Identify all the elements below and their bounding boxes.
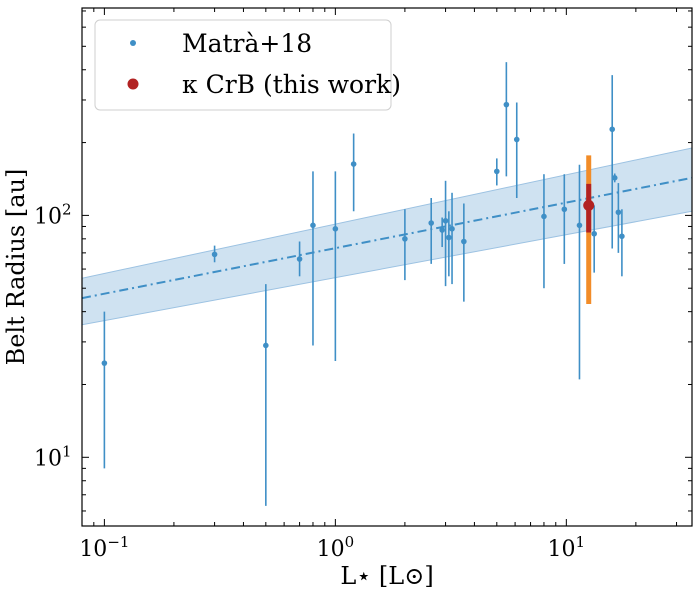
- matra-point-15: [503, 101, 510, 108]
- y-axis-label: Belt Radius [au]: [2, 169, 30, 366]
- matra-point-17: [541, 213, 547, 220]
- matra-point-18: [561, 206, 568, 213]
- matra-point-19: [576, 222, 583, 229]
- matra-point-22: [611, 175, 618, 181]
- matra-point-5: [332, 226, 339, 232]
- matra-point-1: [211, 251, 218, 258]
- x-tick-label-0: 10−1: [79, 533, 129, 562]
- matra-point-8: [428, 220, 435, 226]
- fit-confidence-band: [82, 147, 692, 326]
- legend-label-matra: Matrà+18: [182, 29, 312, 58]
- matra-point-23: [615, 209, 622, 216]
- axis-ticks-layer: [81, 8, 692, 526]
- matra-point-6: [350, 161, 357, 167]
- x-tick-label-2: 101: [548, 533, 586, 562]
- matra-point-24: [619, 233, 625, 240]
- kappa-crb-layer: [583, 155, 595, 305]
- matra-point-16: [513, 136, 520, 143]
- matra-point-21: [609, 126, 616, 133]
- matra-point-12: [449, 226, 455, 232]
- legend-label-kappa-crb: κ CrB (this work): [182, 70, 401, 99]
- matra-point-20: [591, 230, 597, 237]
- matra-point-2: [263, 342, 269, 349]
- x-axis-label: L⋆ [L⊙]: [340, 562, 433, 590]
- matra-point-4: [310, 222, 316, 229]
- data-points-layer: [101, 62, 625, 506]
- matra-point-11: [446, 234, 452, 241]
- legend-marker-matra: [130, 40, 136, 46]
- x-tick-label-1: 100: [317, 533, 355, 562]
- matra-point-14: [494, 168, 500, 175]
- fit-band-layer: [82, 147, 692, 326]
- y-tick-label-1: 102: [34, 200, 72, 229]
- legend-frame: [94, 19, 392, 111]
- matra-point-7: [402, 236, 408, 242]
- plot-frame: [81, 7, 693, 527]
- matra-point-9: [439, 227, 445, 233]
- matra-point-13: [461, 238, 467, 245]
- kappa-crb-point: [583, 199, 595, 211]
- matra-point-3: [296, 256, 303, 262]
- y-tick-label-0: 101: [34, 442, 72, 471]
- matra-point-10: [442, 217, 449, 224]
- matra-point-0: [101, 360, 108, 366]
- legend: Matrà+18 κ CrB (this work): [94, 19, 401, 111]
- legend-marker-kappa-crb: [127, 78, 139, 90]
